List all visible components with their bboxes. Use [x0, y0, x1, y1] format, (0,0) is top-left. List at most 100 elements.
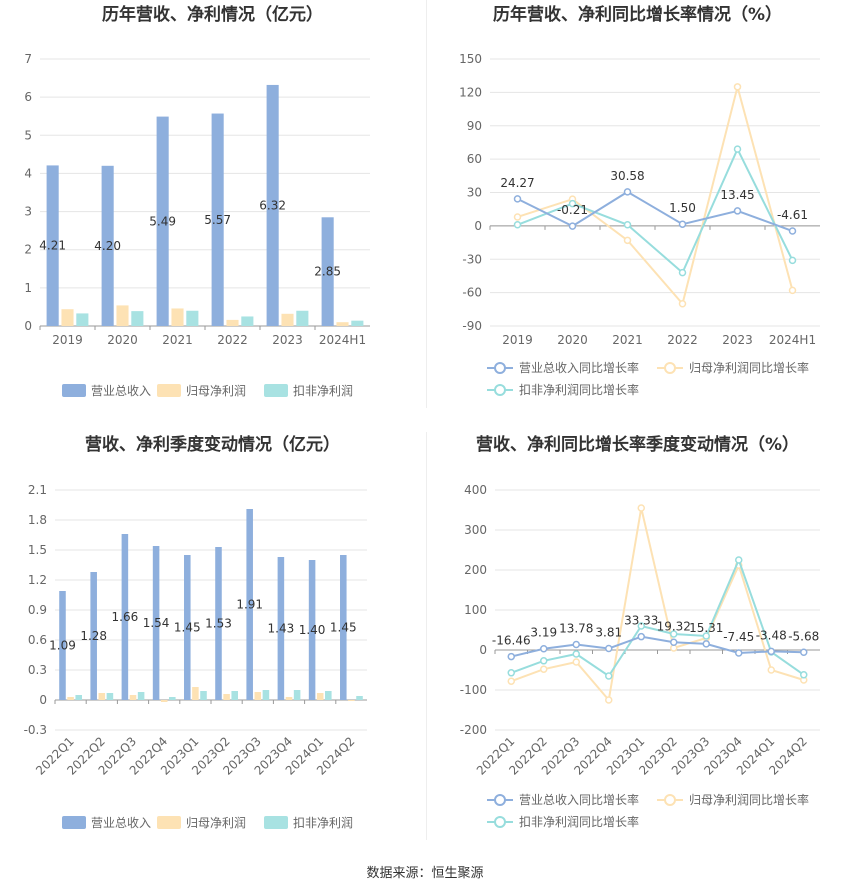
- x-tick-label: 2020: [107, 333, 138, 347]
- y-tick-label: -100: [460, 683, 487, 697]
- data-point: [637, 632, 645, 641]
- data-point: [767, 647, 775, 656]
- data-point: [788, 286, 797, 295]
- data-point: [800, 648, 808, 657]
- bar-deducted-profit: [106, 693, 114, 700]
- data-label: 5.57: [204, 213, 231, 227]
- legend-label: 扣非净利润同比增长率: [519, 814, 639, 829]
- legend-label: 扣非净利润: [293, 384, 353, 398]
- x-tick-label: 2024H1: [769, 333, 816, 347]
- data-label: 4.21: [39, 239, 66, 253]
- data-point: [735, 649, 743, 657]
- legend-label: 归母净利润: [186, 816, 246, 830]
- bar-net-profit: [192, 687, 199, 700]
- y-tick-label: 30: [467, 186, 482, 200]
- data-label: -16.46: [492, 634, 531, 648]
- data-point: [735, 556, 743, 564]
- data-point: [605, 696, 613, 704]
- data-label: 1.45: [174, 621, 201, 635]
- data-point: [513, 221, 522, 229]
- quarterly-growth-rate-chart: 营收、净利同比增长率季度变动情况（%） -200 -100 0 100 200 300 400…: [460, 434, 820, 829]
- y-tick-label: 400: [464, 483, 487, 497]
- data-label: 1.45: [330, 621, 357, 635]
- bar-revenue: [340, 555, 347, 700]
- bar-deducted-profit: [241, 316, 254, 326]
- vertical-divider-top: [426, 0, 427, 408]
- bar-deducted-profit: [131, 311, 144, 326]
- data-label: 1.53: [205, 617, 232, 631]
- legend-label: 归母净利润同比增长率: [689, 792, 809, 807]
- x-tick-label: 2022: [667, 333, 698, 347]
- bar-revenue: [121, 534, 129, 700]
- bar-revenue: [59, 591, 66, 700]
- data-label: 1.91: [236, 598, 263, 612]
- x-tick-label: 2022: [217, 333, 248, 347]
- data-point: [507, 669, 515, 677]
- y-tick-label: 0: [474, 219, 482, 233]
- series-line-revenue-growth: [517, 190, 793, 232]
- bar-revenue: [156, 116, 169, 327]
- x-tick-label: 2021: [612, 333, 643, 347]
- bar-deducted-profit: [76, 313, 89, 326]
- chart-title: 营收、净利同比增长率季度变动情况（%）: [476, 434, 799, 455]
- bar-net-profit: [285, 697, 293, 700]
- data-point: [788, 256, 797, 265]
- bar-net-profit: [281, 313, 294, 326]
- data-label: 1.28: [80, 629, 107, 643]
- bar-revenue: [90, 572, 97, 700]
- bar-deducted-profit: [262, 690, 270, 700]
- legend-swatch: [264, 816, 288, 829]
- y-tick-label: 1.5: [28, 543, 47, 557]
- bar-deducted-profit: [231, 691, 238, 700]
- data-label: 1.66: [112, 610, 139, 624]
- annual-growth-rate-chart: 历年营收、净利同比增长率情况（%） -90 -60 -30 0 30 60 90 120 150 2…: [459, 4, 820, 397]
- x-tick-label: 2019: [52, 333, 83, 347]
- bar-deducted-profit: [351, 320, 364, 326]
- data-label: 13.78: [559, 621, 593, 635]
- y-tick-label: 4: [24, 166, 32, 180]
- y-tick-label: 1.8: [28, 513, 47, 527]
- legend-swatch: [62, 816, 86, 829]
- y-tick-label: 7: [24, 52, 32, 66]
- data-point: [702, 632, 710, 640]
- data-label: 6.32: [259, 198, 286, 212]
- data-point: [678, 268, 687, 277]
- legend-label: 营业总收入: [91, 384, 151, 398]
- legend-swatch: [264, 384, 288, 397]
- y-tick-label: 200: [464, 563, 487, 577]
- bar-deducted-profit: [169, 697, 176, 700]
- data-point: [572, 650, 580, 658]
- data-point: [623, 188, 632, 196]
- y-tick-label: 6: [24, 90, 32, 104]
- bar-net-profit: [226, 319, 239, 326]
- data-label: 2.85: [314, 265, 341, 279]
- data-label: 3.81: [595, 625, 622, 639]
- legend-marker: [494, 794, 506, 806]
- data-label: -3.48: [756, 628, 787, 642]
- bar-revenue: [266, 84, 279, 327]
- y-tick-label: 60: [467, 152, 482, 166]
- data-point: [767, 666, 775, 674]
- bar-revenue: [211, 113, 224, 327]
- data-label: 1.54: [143, 616, 170, 630]
- y-tick-label: 120: [459, 85, 482, 99]
- data-point: [605, 672, 613, 680]
- data-point: [507, 652, 515, 661]
- legend-swatch: [157, 384, 181, 397]
- x-tick-label: 2021: [162, 333, 193, 347]
- data-point: [513, 195, 522, 203]
- legend-label: 扣非净利润同比增长率: [519, 382, 639, 397]
- data-label: 4.20: [94, 239, 121, 253]
- bar-revenue: [46, 165, 59, 326]
- legend-swatch: [157, 816, 181, 829]
- vertical-divider-bottom: [426, 432, 427, 840]
- data-label: 3.19: [530, 626, 557, 640]
- data-label: 1.40: [299, 623, 326, 637]
- data-point: [670, 630, 678, 638]
- y-tick-label: 0: [479, 643, 487, 657]
- data-label: -4.61: [777, 208, 808, 222]
- legend-label: 营业总收入同比增长率: [519, 792, 639, 807]
- legend-label: 归母净利润: [186, 384, 246, 398]
- data-label: -0.21: [557, 203, 588, 217]
- data-label: 19.32: [657, 619, 691, 633]
